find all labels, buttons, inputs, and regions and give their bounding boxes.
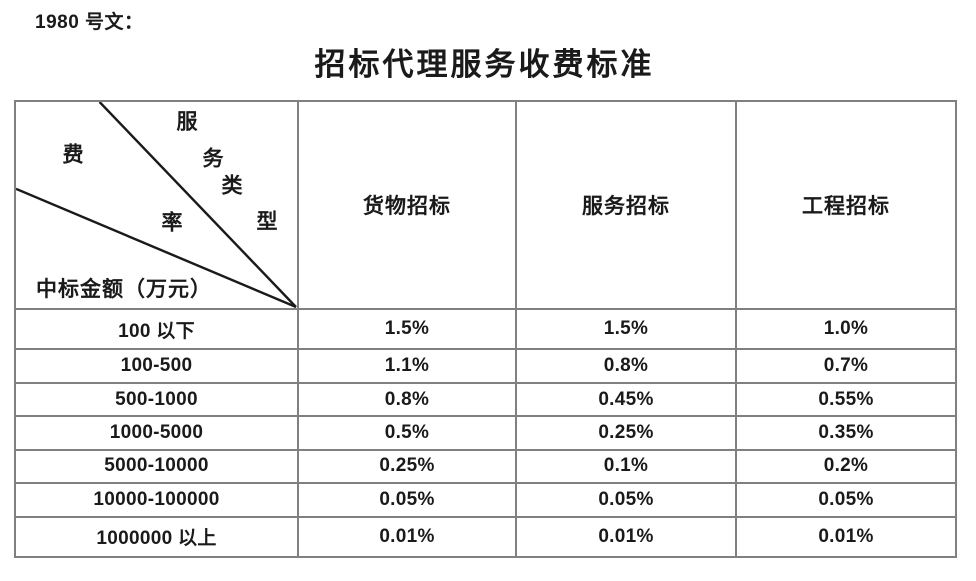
fee-value-cell: 0.05% — [297, 482, 517, 518]
fee-value-cell: 0.01% — [735, 515, 957, 559]
corner-char-fei: 费 — [62, 142, 84, 167]
column-header-goods: 货物招标 — [297, 100, 517, 310]
fee-value-cell: 1.5% — [515, 307, 737, 351]
page-title: 招标代理服务收费标准 — [314, 47, 655, 82]
table-row: 100 以下 1.5% 1.5% 1.0% — [14, 307, 957, 351]
amount-range-cell: 100-500 — [14, 348, 299, 384]
amount-range-cell: 100 以下 — [14, 307, 299, 351]
fee-table: 服 费 务 类 率 型 中标金额（万元） 货物招标 服务招标 工程招标 100 … — [14, 100, 957, 559]
amount-range-cell: 10000-100000 — [14, 482, 299, 518]
fee-value-cell: 0.01% — [515, 515, 737, 559]
corner-char-xing: 型 — [256, 209, 278, 234]
fee-value-cell: 0.55% — [735, 381, 957, 418]
fee-value-cell: 0.05% — [735, 482, 957, 518]
column-header-engineering: 工程招标 — [735, 100, 957, 310]
amount-axis-label: 中标金额（万元） — [36, 277, 212, 301]
fee-value-cell: 0.7% — [735, 348, 957, 384]
table-row: 1000000 以上 0.01% 0.01% 0.01% — [14, 515, 957, 559]
column-header-services: 服务招标 — [515, 100, 737, 310]
table-row: 10000-100000 0.05% 0.05% 0.05% — [14, 482, 957, 518]
amount-range-cell: 1000-5000 — [14, 415, 299, 451]
fee-value-cell: 0.1% — [515, 448, 737, 485]
fee-value-cell: 1.5% — [297, 307, 517, 351]
fee-value-cell: 0.05% — [515, 482, 737, 518]
table-header-row: 服 费 务 类 率 型 中标金额（万元） 货物招标 服务招标 工程招标 — [14, 100, 957, 310]
fee-value-cell: 0.8% — [515, 348, 737, 384]
table-row: 100-500 1.1% 0.8% 0.7% — [14, 348, 957, 384]
amount-range-cell: 1000000 以上 — [14, 515, 299, 559]
fee-value-cell: 0.45% — [515, 381, 737, 418]
corner-char-fu: 服 — [176, 109, 198, 134]
doc-reference: 1980 号文： — [35, 12, 144, 33]
fee-value-cell: 0.01% — [297, 515, 517, 559]
fee-value-cell: 1.0% — [735, 307, 957, 351]
diagonal-divider-lines — [16, 102, 297, 308]
corner-char-wu: 务 — [202, 146, 224, 171]
fee-value-cell: 0.25% — [515, 415, 737, 451]
amount-range-cell: 500-1000 — [14, 381, 299, 418]
table-row: 1000-5000 0.5% 0.25% 0.35% — [14, 415, 957, 451]
corner-header-cell: 服 费 务 类 率 型 中标金额（万元） — [14, 100, 299, 310]
corner-char-lei: 类 — [221, 173, 243, 198]
fee-value-cell: 0.35% — [735, 415, 957, 451]
table-row: 5000-10000 0.25% 0.1% 0.2% — [14, 448, 957, 485]
corner-char-lv: 率 — [161, 210, 183, 235]
fee-value-cell: 0.5% — [297, 415, 517, 451]
fee-value-cell: 1.1% — [297, 348, 517, 384]
fee-value-cell: 0.2% — [735, 448, 957, 485]
fee-value-cell: 0.8% — [297, 381, 517, 418]
fee-value-cell: 0.25% — [297, 448, 517, 485]
amount-range-cell: 5000-10000 — [14, 448, 299, 485]
table-row: 500-1000 0.8% 0.45% 0.55% — [14, 381, 957, 418]
